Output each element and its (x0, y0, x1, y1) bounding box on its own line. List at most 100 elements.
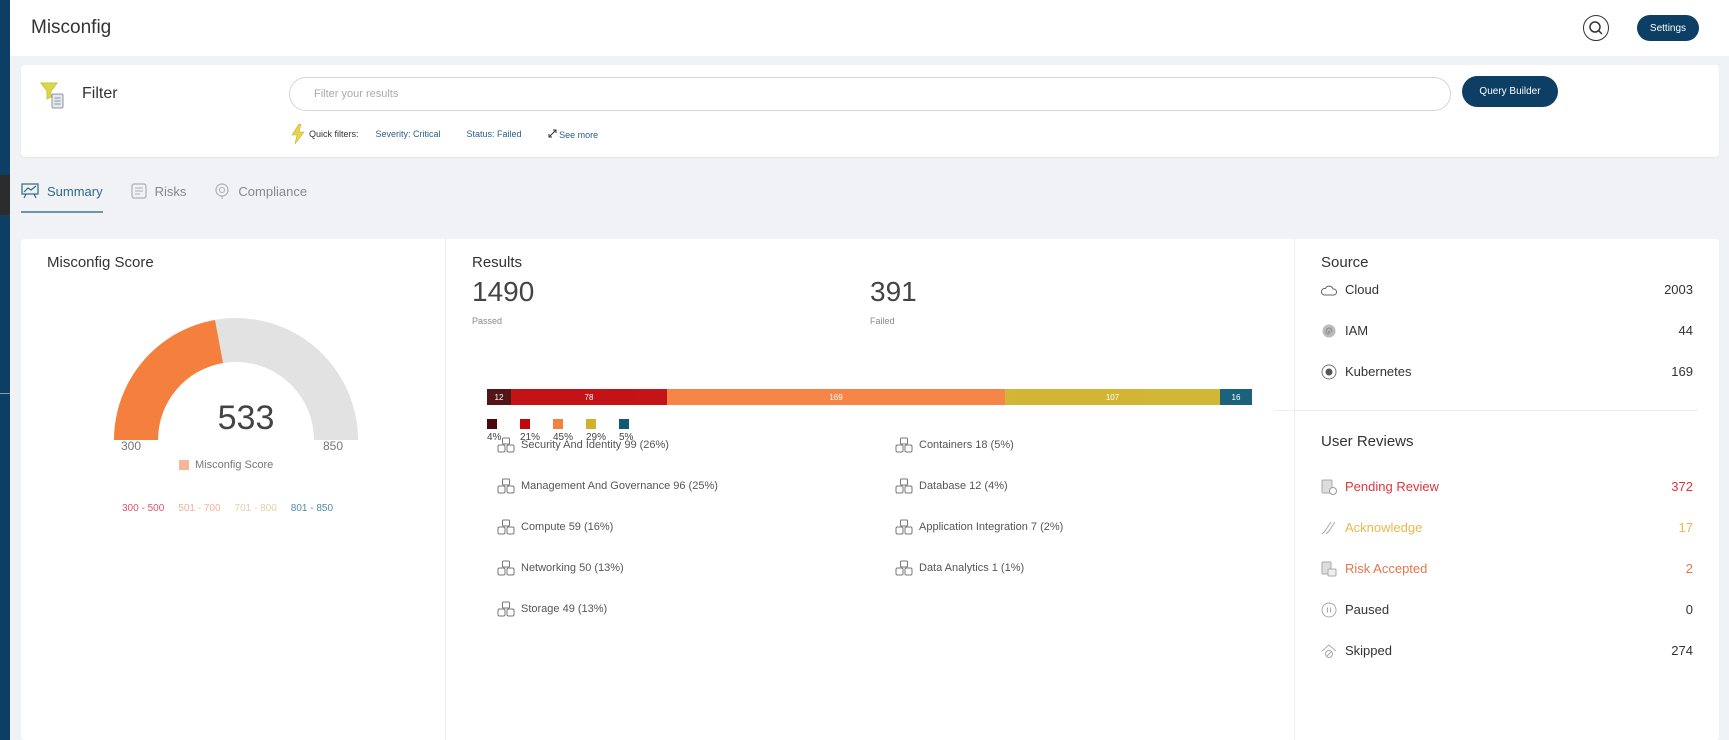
source-list: Cloud 2003 IAM 44 Kubernetes 169 (1321, 269, 1693, 392)
severity-segment-low[interactable]: 107 (1005, 389, 1220, 405)
tab-risks-label: Risks (154, 183, 187, 199)
top-bar: Misconfig Settings (10, 0, 1729, 56)
service-group-icon (497, 519, 515, 534)
score-value: 533 (217, 399, 275, 437)
passed-count[interactable]: 1490 (472, 276, 535, 307)
category-item[interactable]: Database 12 (4%) (895, 465, 1063, 506)
service-group-icon (895, 560, 913, 575)
service-group-icon (895, 519, 913, 534)
category-item[interactable]: Compute 59 (16%) (497, 506, 718, 547)
category-list-left: Security And Identity 99 (26%) Managemen… (497, 424, 718, 629)
failed-label: Failed (870, 316, 895, 326)
tab-risks[interactable]: Risks (131, 176, 187, 206)
review-item-skipped[interactable]: Skipped 274 (1321, 630, 1693, 671)
score-ranges: 300 - 500 501 - 700 701 - 800 801 - 850 (122, 503, 347, 514)
presentation-chart-icon (21, 183, 39, 199)
service-group-icon (497, 560, 515, 575)
range-801-850: 801 - 850 (290, 503, 334, 514)
category-item[interactable]: Storage 49 (13%) (497, 588, 718, 629)
severity-segment-high[interactable]: 78 (511, 389, 667, 405)
legend-swatch (179, 460, 189, 470)
pause-icon (1321, 602, 1337, 617)
category-item[interactable]: Data Analytics 1 (1%) (895, 547, 1063, 588)
fingerprint-icon (1322, 324, 1336, 337)
service-group-icon (497, 478, 515, 493)
filter-search-input[interactable] (289, 77, 1451, 111)
summary-card: Misconfig Score 533 300 850 Misconfig Sc… (21, 239, 1719, 740)
skipped-icon (1321, 643, 1337, 658)
global-search-button[interactable] (1583, 15, 1609, 41)
see-more-label: See more (559, 129, 599, 140)
quick-filter-status-failed[interactable]: Status: Failed (466, 129, 522, 139)
quick-filters: Quick filters: Severity: Critical Status… (291, 124, 598, 144)
category-list-right: Containers 18 (5%) Database 12 (4%) Appl… (895, 424, 1063, 588)
severity-segment-info[interactable]: 16 (1220, 389, 1252, 405)
service-group-icon (895, 478, 913, 493)
search-icon (1589, 21, 1603, 35)
cloud-icon (1321, 285, 1337, 295)
quick-filters-label: Quick filters: (309, 129, 359, 139)
pending-review-icon (1321, 479, 1337, 495)
nav-divider (0, 393, 10, 394)
source-title: Source (1321, 254, 1369, 271)
category-item[interactable]: Networking 50 (13%) (497, 547, 718, 588)
risk-list-icon (131, 183, 147, 199)
legend-low: 29% (586, 419, 606, 443)
user-reviews-list: Pending Review 372 Acknowledge 17 Risk A… (1321, 466, 1693, 671)
risk-accepted-icon (1321, 561, 1337, 576)
compliance-badge-icon (215, 183, 230, 199)
misconfig-score-title: Misconfig Score (47, 254, 154, 271)
query-builder-button[interactable]: Query Builder (1462, 76, 1558, 107)
category-item[interactable]: Application Integration 7 (2%) (895, 506, 1063, 547)
review-item-paused[interactable]: Paused 0 (1321, 589, 1693, 630)
severity-segment-medium[interactable]: 169 (667, 389, 1005, 405)
see-more-link[interactable]: See more (548, 129, 599, 140)
review-item-risk-accepted[interactable]: Risk Accepted 2 (1321, 548, 1693, 589)
review-item-acknowledge[interactable]: Acknowledge 17 (1321, 507, 1693, 548)
tab-summary-label: Summary (47, 183, 103, 199)
settings-button[interactable]: Settings (1637, 15, 1699, 41)
tab-compliance[interactable]: Compliance (214, 176, 307, 206)
filter-label: Filter (82, 85, 118, 102)
failed-count[interactable]: 391 (870, 276, 917, 307)
acknowledge-check-icon (1321, 521, 1336, 534)
legend-critical: 4% (487, 419, 507, 443)
score-legend: Misconfig Score (179, 459, 273, 471)
score-gauge (114, 318, 358, 440)
results-title: Results (472, 254, 523, 271)
filter-panel: Filter Query Builder Quick filters: Seve… (21, 65, 1719, 157)
source-item-kubernetes[interactable]: Kubernetes 169 (1321, 351, 1693, 392)
legend-high: 21% (520, 419, 540, 443)
service-group-icon (895, 437, 913, 452)
source-item-cloud[interactable]: Cloud 2003 (1321, 269, 1693, 310)
page-title: Misconfig (31, 17, 112, 38)
section-divider (1274, 410, 1698, 411)
filter-icon (40, 81, 68, 116)
severity-segment-critical[interactable]: 12 (487, 389, 511, 405)
left-nav-rail (0, 0, 10, 740)
review-item-pending[interactable]: Pending Review 372 (1321, 466, 1693, 507)
kubernetes-icon (1321, 364, 1337, 379)
severity-legend: 4% 21% 45% 29% 5% (487, 419, 652, 443)
range-701-800: 701 - 800 (234, 503, 277, 514)
severity-stacked-bar: 12 78 169 107 16 (487, 389, 1252, 405)
quick-filter-severity-critical[interactable]: Severity: Critical (375, 129, 441, 139)
tab-summary[interactable]: Summary (21, 176, 103, 213)
score-max: 850 (323, 439, 344, 453)
service-group-icon (497, 437, 515, 452)
tab-compliance-label: Compliance (238, 183, 308, 199)
legend-info: 5% (619, 419, 639, 443)
user-reviews-title: User Reviews (1321, 433, 1414, 450)
category-item[interactable]: Security And Identity 99 (26%) (497, 424, 718, 465)
range-501-700: 501 - 700 (178, 503, 221, 514)
legend-medium: 45% (553, 419, 573, 443)
lightning-icon (291, 124, 305, 144)
category-item[interactable]: Management And Governance 96 (25%) (497, 465, 718, 506)
column-divider (1294, 239, 1295, 740)
range-300-500: 300 - 500 (122, 503, 165, 514)
score-min: 300 (121, 439, 142, 453)
source-item-iam[interactable]: IAM 44 (1321, 310, 1693, 351)
nav-active-indicator (0, 175, 10, 215)
expand-icon (548, 129, 557, 137)
category-item[interactable]: Containers 18 (5%) (895, 424, 1063, 465)
